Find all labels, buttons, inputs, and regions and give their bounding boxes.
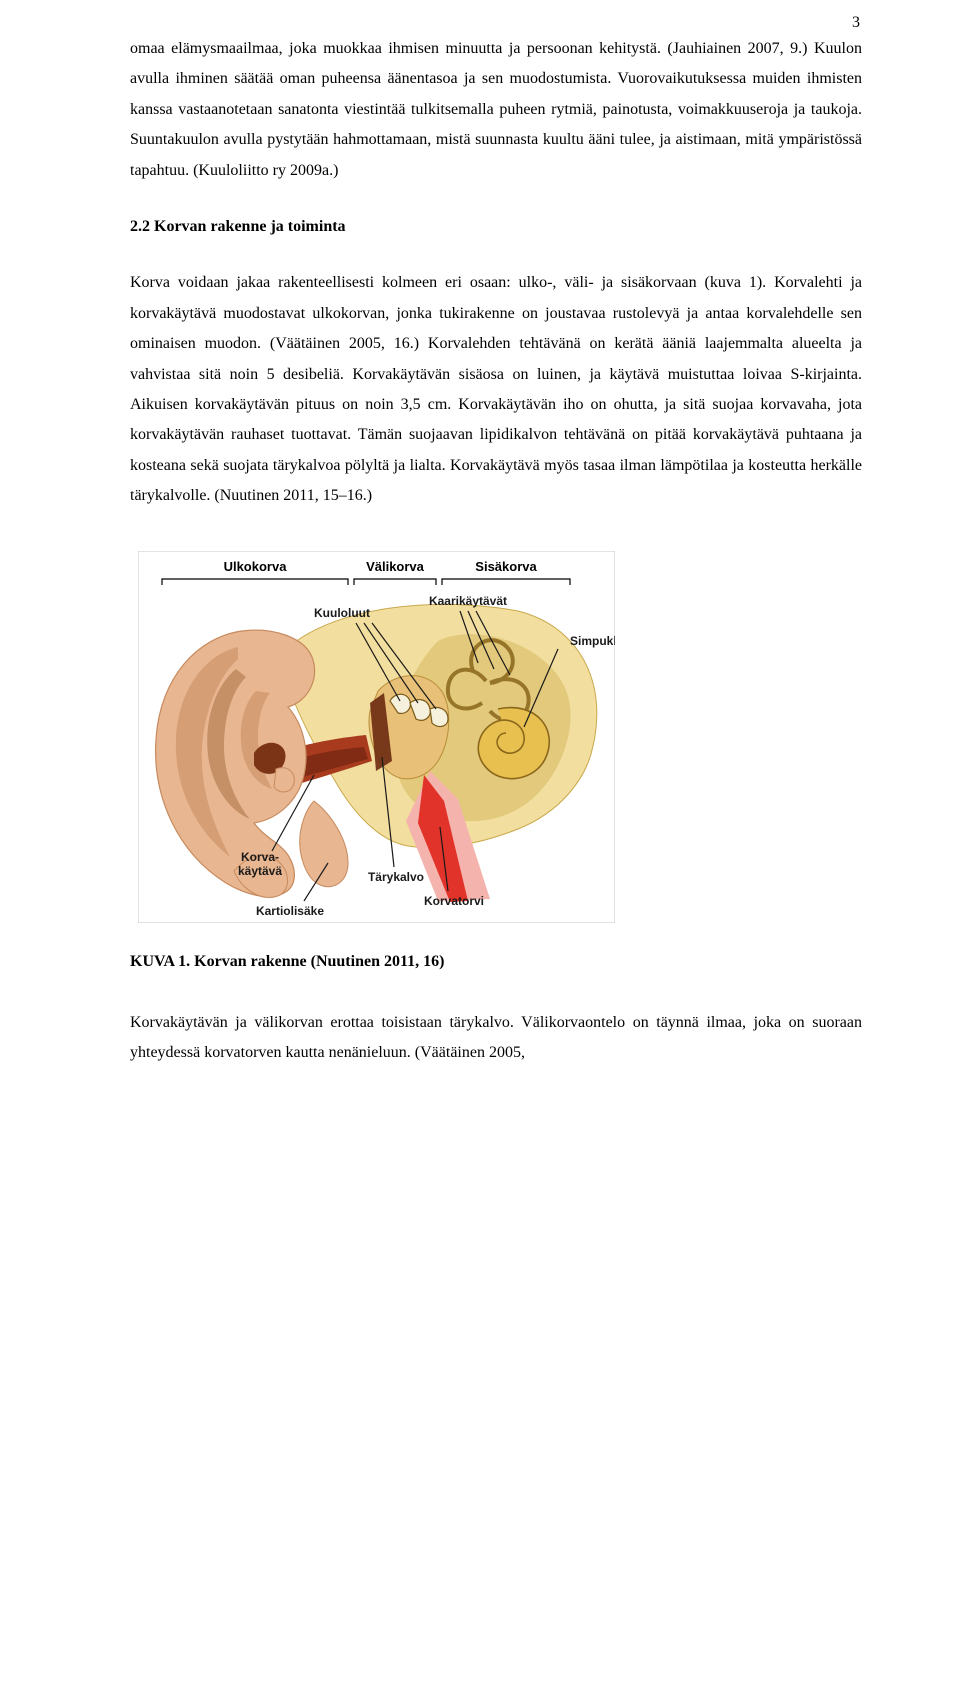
paragraph-3: Korvakäytävän ja välikorvan erottaa tois… bbox=[130, 1008, 862, 1069]
lbl-korvatorvi: Korvatorvi bbox=[424, 894, 484, 908]
paragraph-2: Korva voidaan jakaa rakenteellisesti kol… bbox=[130, 268, 862, 511]
lbl-kuuloluut: Kuuloluut bbox=[314, 606, 370, 620]
lbl-korvakaytava-1: Korva- bbox=[241, 850, 279, 864]
label-valikorva: Välikorva bbox=[366, 559, 425, 574]
ear-anatomy-diagram: Ulkokorva Välikorva Sisäkorva bbox=[138, 551, 615, 923]
heading-2-2: 2.2 Korvan rakenne ja toiminta bbox=[130, 212, 862, 242]
lbl-kaarikaytavat: Kaarikäytävät bbox=[429, 594, 507, 608]
label-ulkokorva: Ulkokorva bbox=[224, 559, 288, 574]
lbl-simpukka: Simpukka bbox=[570, 634, 615, 648]
page-number: 3 bbox=[852, 8, 860, 38]
lbl-korvakaytava-2: käytävä bbox=[238, 864, 282, 878]
page-root: 3 omaa elämysmaailmaa, joka muokkaa ihmi… bbox=[0, 0, 960, 1704]
label-sisakorva: Sisäkorva bbox=[475, 559, 537, 574]
lbl-tarykalvo: Tärykalvo bbox=[368, 870, 424, 884]
figure-1-caption: KUVA 1. Korvan rakenne (Nuutinen 2011, 1… bbox=[130, 947, 862, 977]
figure-1: Ulkokorva Välikorva Sisäkorva bbox=[138, 551, 862, 923]
lbl-kartiolisake: Kartiolisäke bbox=[256, 904, 324, 918]
paragraph-1: omaa elämysmaailmaa, joka muokkaa ihmise… bbox=[130, 34, 862, 186]
